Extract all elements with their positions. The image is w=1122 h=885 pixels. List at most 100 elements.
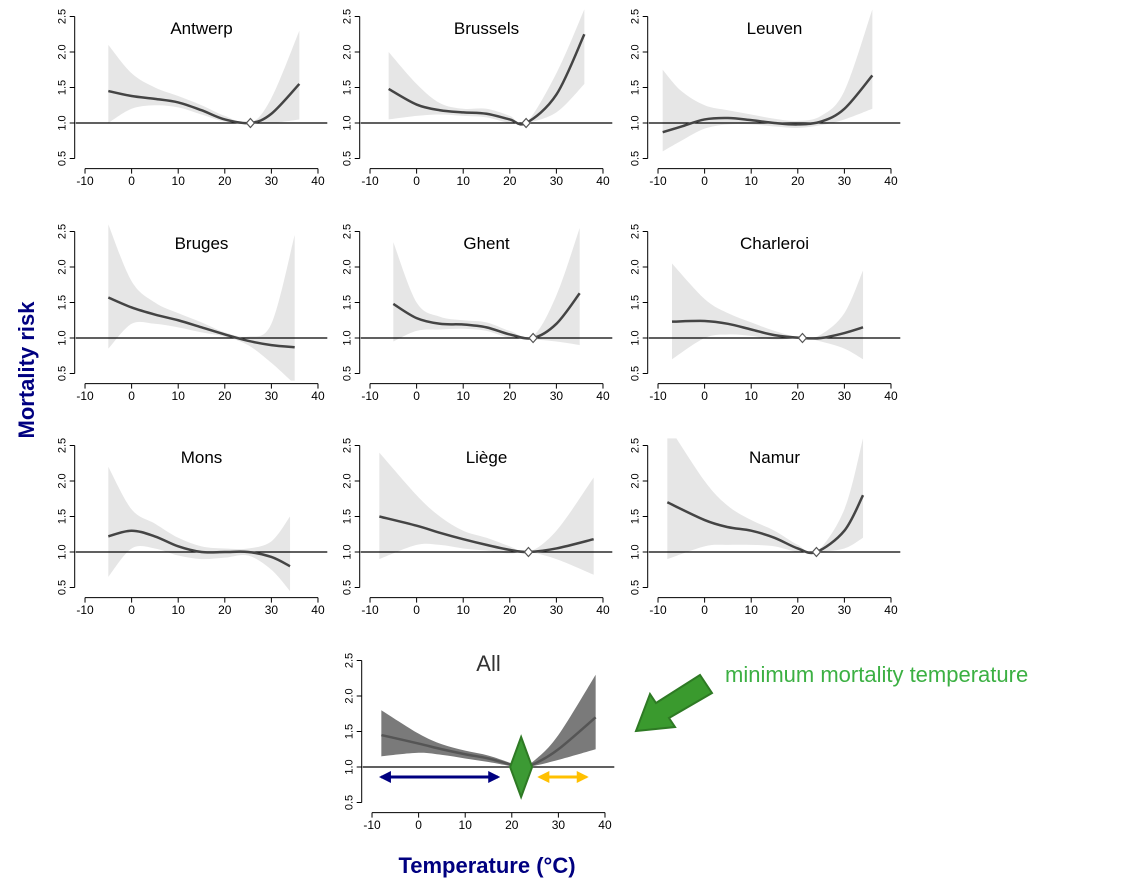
panel: Brussels -10 0 10 20 30 40 0.5 1.0 1.5 2.0 2.5 (342, 9, 613, 188)
mmt-marker (509, 734, 534, 800)
x-tick-label: 10 (459, 818, 473, 832)
risk-curve (108, 83, 301, 125)
x-tick-label: 30 (550, 389, 564, 403)
x-tick-label: 10 (745, 174, 759, 188)
x-tick-label: 0 (128, 603, 135, 617)
x-tick-label: 0 (701, 603, 708, 617)
confidence-band (108, 30, 300, 124)
y-axis-title: Mortality risk (14, 301, 39, 439)
x-tick-label: 0 (128, 389, 135, 403)
y-tick-label: 0.5 (630, 151, 642, 166)
risk-curve (662, 74, 874, 134)
confidence-band (393, 227, 580, 346)
x-tick-label: -10 (363, 818, 381, 832)
x-tick-label: 30 (838, 389, 852, 403)
annotation: minimum mortality temperature (725, 662, 1028, 687)
y-tick-label: 2.0 (57, 473, 69, 488)
x-tick-label: 10 (172, 603, 186, 617)
confidence-band (381, 674, 596, 768)
mmt-marker (797, 332, 808, 344)
mmt-marker (245, 117, 256, 129)
x-tick-label: 0 (413, 174, 420, 188)
y-tick-label: 1.5 (57, 80, 69, 95)
x-tick-label: 0 (415, 818, 422, 832)
panel-title: Brussels (454, 19, 519, 38)
panel-title: Ghent (463, 234, 510, 253)
confidence-band (379, 452, 594, 575)
y-tick-label: 2.5 (342, 9, 354, 24)
panel-title: Bruges (175, 234, 229, 253)
y-tick-label: 2.5 (57, 438, 69, 453)
x-tick-label: -10 (76, 389, 94, 403)
x-tick-label: 10 (457, 174, 471, 188)
x-tick-label: 40 (311, 389, 325, 403)
x-tick-label: 40 (598, 818, 612, 832)
y-tick-label: 1.5 (57, 295, 69, 310)
y-tick-label: 0.5 (630, 366, 642, 381)
x-axis-title: Temperature (°C) (398, 853, 575, 878)
x-tick-label: 30 (265, 389, 279, 403)
x-tick-label: -10 (361, 174, 379, 188)
x-tick-label: -10 (649, 389, 667, 403)
x-tick-label: 10 (172, 389, 186, 403)
mmt-marker (528, 332, 538, 344)
y-tick-label: 0.5 (342, 580, 354, 595)
y-tick-label: 2.0 (630, 44, 642, 59)
y-tick-label: 0.5 (630, 580, 642, 595)
x-tick-label: 20 (503, 174, 517, 188)
y-tick-label: 1.0 (57, 544, 69, 559)
y-tick-label: 2.5 (630, 438, 642, 453)
y-tick-label: 0.5 (344, 795, 356, 810)
x-tick-label: 40 (884, 389, 898, 403)
y-tick-label: 1.0 (57, 115, 69, 130)
y-tick-label: 1.0 (630, 544, 642, 559)
y-tick-label: 1.0 (342, 330, 354, 345)
y-tick-label: 1.5 (630, 295, 642, 310)
y-tick-label: 1.0 (630, 115, 642, 130)
panel: Ghent -10 0 10 20 30 40 0.5 1.0 1.5 2.0 2.5 (342, 224, 613, 403)
x-tick-label: -10 (76, 174, 94, 188)
y-tick-label: 1.5 (57, 509, 69, 524)
panel: Mons -10 0 10 20 30 40 0.5 1.0 1.5 2.0 2.5 (57, 438, 328, 617)
x-tick-label: 20 (218, 174, 232, 188)
x-tick-label: 30 (265, 174, 279, 188)
annotation-arrow (634, 673, 714, 733)
y-tick-label: 1.0 (344, 759, 356, 774)
risk-curve (107, 529, 291, 568)
x-tick-label: 0 (413, 603, 420, 617)
x-tick-label: 40 (311, 174, 325, 188)
y-tick-label: 1.5 (342, 295, 354, 310)
x-tick-label: 30 (550, 603, 564, 617)
y-tick-label: 0.5 (342, 151, 354, 166)
y-tick-label: 1.0 (57, 330, 69, 345)
y-tick-label: 1.5 (342, 80, 354, 95)
x-tick-label: 0 (701, 174, 708, 188)
y-tick-label: 1.0 (630, 330, 642, 345)
panel-title: Namur (749, 448, 800, 467)
panel: Charleroi -10 0 10 20 30 40 0.5 1.0 1.5 2.0 2.5 (630, 224, 901, 403)
x-tick-label: 0 (128, 174, 135, 188)
y-tick-label: 1.5 (344, 724, 356, 739)
y-tick-label: 2.5 (57, 224, 69, 239)
y-tick-label: 2.0 (342, 473, 354, 488)
x-tick-label: 30 (838, 174, 852, 188)
y-tick-label: 2.0 (342, 259, 354, 274)
mmt-marker (521, 117, 531, 129)
panel-title: Liège (466, 448, 508, 467)
x-tick-label: 40 (884, 603, 898, 617)
panel: Namur -10 0 10 20 30 40 0.5 1.0 1.5 2.0 2.5 (630, 438, 901, 617)
y-tick-label: 2.0 (57, 259, 69, 274)
panel-title: All (476, 651, 500, 676)
risk-curve (381, 716, 597, 769)
x-tick-label: 40 (596, 389, 610, 403)
risk-curve (379, 515, 594, 554)
panel: Liège -10 0 10 20 30 40 0.5 1.0 1.5 2.0 2.5 (342, 438, 613, 617)
x-tick-label: 40 (596, 603, 610, 617)
y-tick-label: 2.0 (342, 44, 354, 59)
y-tick-label: 2.5 (344, 653, 356, 668)
confidence-band (388, 9, 585, 126)
x-tick-label: 20 (791, 389, 805, 403)
x-tick-label: 40 (596, 174, 610, 188)
y-tick-label: 1.0 (342, 544, 354, 559)
